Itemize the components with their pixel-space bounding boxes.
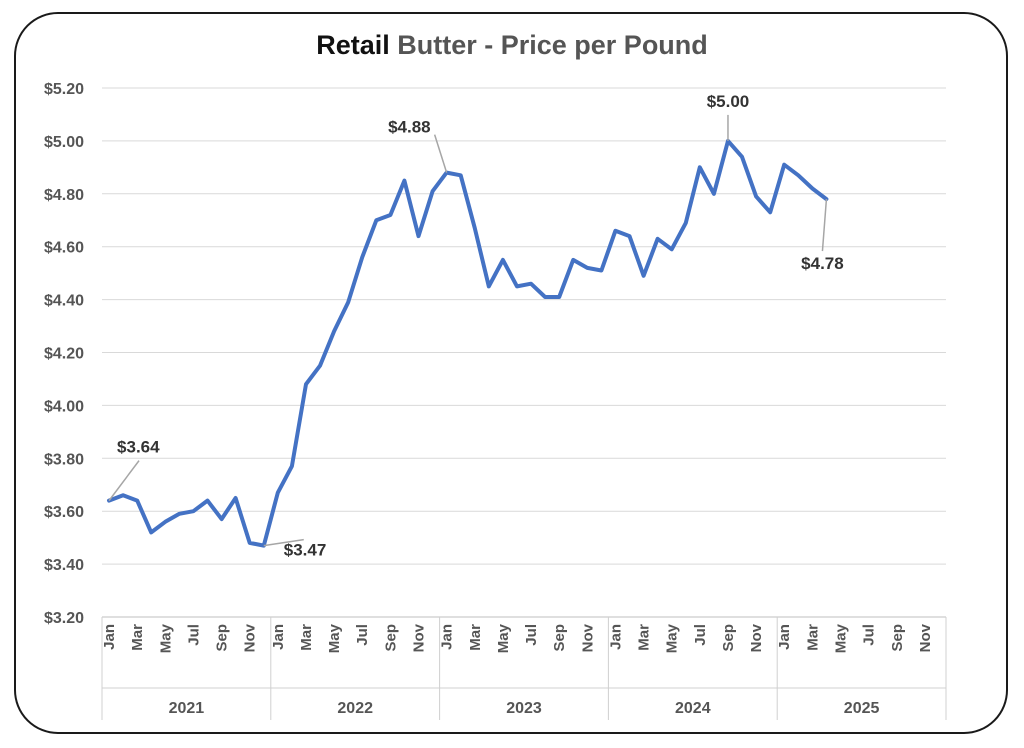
x-tick-label: Jan [776, 624, 793, 650]
x-tick-label: May [495, 623, 512, 653]
x-tick-label: May [157, 623, 174, 653]
x-tick-label: Jan [270, 624, 287, 650]
y-tick-label: $5.20 [44, 81, 84, 98]
x-tick-label: Nov [411, 623, 428, 652]
x-tick-label: Jan [101, 624, 118, 650]
x-tick-label: Mar [636, 624, 653, 651]
x-tick-label: Mar [129, 624, 146, 651]
x-tick-label: Jul [523, 624, 540, 646]
year-label: 2024 [675, 700, 711, 717]
y-tick-label: $3.60 [44, 504, 84, 521]
x-tick-label: Sep [214, 624, 231, 652]
annotation-leader [433, 134, 448, 173]
y-tick-label: $3.40 [44, 557, 84, 574]
y-tick-label: $3.80 [44, 451, 84, 468]
year-label: 2025 [844, 700, 880, 717]
data-label: $4.88 [388, 118, 431, 137]
y-tick-label: $4.40 [44, 293, 84, 310]
y-tick-label: $5.00 [44, 134, 84, 151]
chart-title: Retail Butter - Price per Pound [0, 30, 1024, 61]
series-line [107, 138, 829, 548]
x-tick-label: Nov [917, 623, 934, 652]
data-label: $4.78 [801, 254, 844, 273]
annotation-leader [263, 538, 304, 547]
x-tick-label: May [664, 623, 681, 653]
x-tick-label: May [833, 623, 850, 653]
x-tick-label: Sep [551, 624, 568, 652]
data-label: $3.64 [117, 438, 160, 457]
x-tick-label: Sep [889, 624, 906, 652]
data-label: $3.47 [284, 541, 327, 560]
annotation-leader [108, 460, 140, 502]
annotation-leader [821, 199, 828, 252]
x-tick-label: Nov [748, 623, 765, 652]
x-tick-label: Jul [861, 624, 878, 646]
x-tick-label: Nov [242, 623, 259, 652]
chart-title-rest: Butter - Price per Pound [397, 30, 708, 60]
y-tick-label: $4.20 [44, 346, 84, 363]
chart-title-bold: Retail [316, 30, 390, 60]
x-tick-label: Mar [298, 624, 315, 651]
chart-frame [14, 12, 1008, 734]
data-label: $5.00 [707, 92, 750, 111]
x-tick-label: Mar [467, 624, 484, 651]
year-label: 2023 [506, 700, 542, 717]
x-tick-label: Jul [354, 624, 371, 646]
x-tick-label: May [326, 623, 343, 653]
y-tick-label: $3.20 [44, 610, 84, 627]
y-tick-label: $4.60 [44, 240, 84, 257]
x-tick-label: Jul [185, 624, 202, 646]
x-tick-label: Jan [439, 624, 456, 650]
x-tick-label: Nov [579, 623, 596, 652]
x-tick-label: Mar [804, 624, 821, 651]
x-tick-label: Jan [607, 624, 624, 650]
year-label: 2021 [169, 700, 205, 717]
year-label: 2022 [337, 700, 373, 717]
x-tick-label: Sep [720, 624, 737, 652]
x-tick-label: Jul [692, 624, 709, 646]
y-tick-label: $4.80 [44, 187, 84, 204]
x-tick-label: Sep [382, 624, 399, 652]
y-tick-label: $4.00 [44, 398, 84, 415]
